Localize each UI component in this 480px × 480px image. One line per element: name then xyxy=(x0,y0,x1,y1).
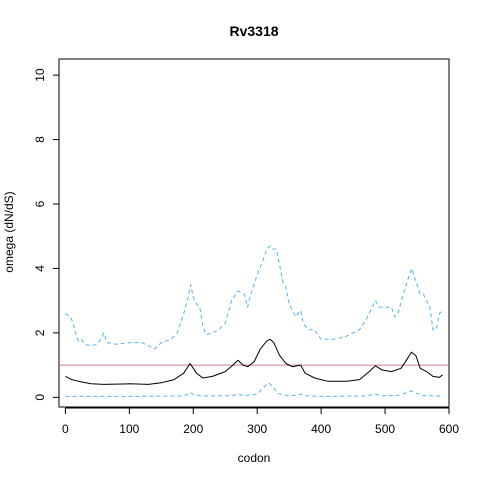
x-tick-label: 100 xyxy=(119,422,139,436)
y-tick-label: 2 xyxy=(33,329,47,336)
x-tick-label: 300 xyxy=(247,422,267,436)
x-tick-label: 200 xyxy=(183,422,203,436)
y-tick-label: 0 xyxy=(33,394,47,401)
series-line-lower-bound xyxy=(65,382,443,397)
y-tick-label: 4 xyxy=(33,265,47,272)
x-tick-label: 0 xyxy=(62,422,69,436)
x-tick-label: 500 xyxy=(375,422,395,436)
y-tick-label: 8 xyxy=(33,136,47,143)
x-tick-label: 600 xyxy=(439,422,459,436)
chart-title: Rv3318 xyxy=(229,23,278,39)
series-group xyxy=(65,245,443,397)
series-line-omega xyxy=(65,338,443,385)
x-axis: 0 100 200 300 400 500 600 xyxy=(62,407,459,436)
y-tick-label: 6 xyxy=(33,200,47,207)
series-line-upper-bound xyxy=(65,245,443,350)
y-tick-label: 10 xyxy=(33,68,47,82)
y-axis: 0 2 4 6 8 10 xyxy=(33,68,60,401)
plot-frame xyxy=(58,58,450,408)
x-axis-label: codon xyxy=(238,451,271,465)
x-tick-label: 400 xyxy=(311,422,331,436)
y-axis-label: omega (dN/dS) xyxy=(2,191,16,272)
